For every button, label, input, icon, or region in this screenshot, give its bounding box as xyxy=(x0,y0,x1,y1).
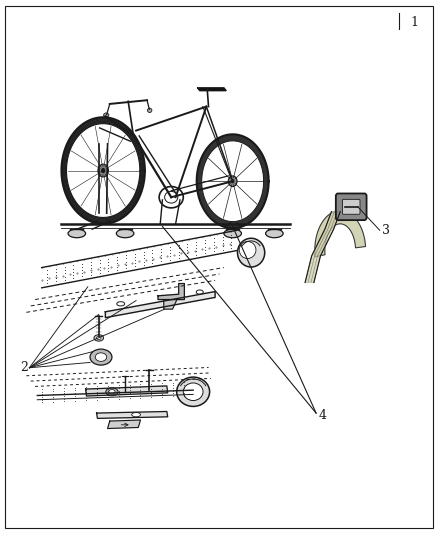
Ellipse shape xyxy=(109,390,115,394)
Ellipse shape xyxy=(96,336,101,340)
Polygon shape xyxy=(304,212,339,282)
Polygon shape xyxy=(107,420,140,429)
Polygon shape xyxy=(196,134,268,228)
Ellipse shape xyxy=(117,302,124,306)
Ellipse shape xyxy=(223,229,241,238)
Polygon shape xyxy=(85,386,167,396)
Ellipse shape xyxy=(90,349,112,365)
Ellipse shape xyxy=(176,377,209,406)
Ellipse shape xyxy=(239,241,255,259)
Text: 3: 3 xyxy=(381,224,389,237)
Ellipse shape xyxy=(103,113,109,117)
Ellipse shape xyxy=(116,229,134,238)
Ellipse shape xyxy=(94,335,103,341)
Polygon shape xyxy=(314,211,365,257)
Ellipse shape xyxy=(106,388,118,395)
Ellipse shape xyxy=(265,229,283,238)
Polygon shape xyxy=(96,411,167,418)
Ellipse shape xyxy=(68,229,85,238)
Text: 1: 1 xyxy=(410,16,418,29)
Ellipse shape xyxy=(196,290,203,294)
Ellipse shape xyxy=(237,238,264,267)
Polygon shape xyxy=(61,117,145,224)
Polygon shape xyxy=(105,292,215,318)
Circle shape xyxy=(230,179,234,183)
Polygon shape xyxy=(158,284,184,300)
Circle shape xyxy=(98,164,108,177)
FancyBboxPatch shape xyxy=(342,199,359,214)
Circle shape xyxy=(228,176,237,187)
Circle shape xyxy=(101,168,105,173)
FancyBboxPatch shape xyxy=(335,193,366,220)
Ellipse shape xyxy=(95,353,106,361)
Ellipse shape xyxy=(147,108,152,112)
Ellipse shape xyxy=(183,383,202,401)
Polygon shape xyxy=(163,300,177,309)
Text: 2: 2 xyxy=(20,361,28,374)
Ellipse shape xyxy=(131,413,140,417)
Text: 4: 4 xyxy=(318,409,326,422)
Polygon shape xyxy=(197,88,226,91)
